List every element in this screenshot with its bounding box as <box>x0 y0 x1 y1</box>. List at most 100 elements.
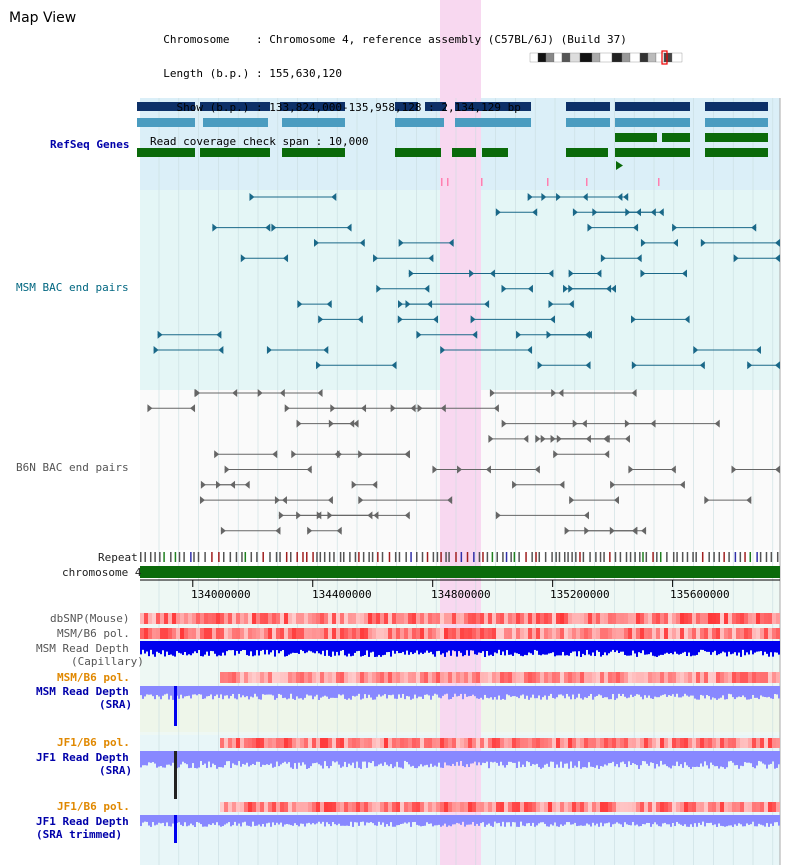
repeat-feature[interactable] <box>695 552 697 562</box>
gene-feature[interactable] <box>137 148 195 157</box>
selected-region-highlight[interactable] <box>440 0 481 865</box>
repeat-feature[interactable] <box>312 552 314 562</box>
repeat-feature[interactable] <box>269 552 271 562</box>
repeat-feature[interactable] <box>432 552 435 562</box>
repeat-feature[interactable] <box>589 552 591 562</box>
track-label-msm-b6-pol[interactable]: MSM/B6 pol. <box>57 627 130 640</box>
repeat-feature[interactable] <box>218 552 220 562</box>
repeat-feature[interactable] <box>204 552 206 562</box>
repeat-feature[interactable] <box>473 552 475 562</box>
repeat-feature[interactable] <box>262 552 264 562</box>
repeat-feature[interactable] <box>491 552 494 562</box>
repeat-feature[interactable] <box>448 552 450 562</box>
gene-feature[interactable] <box>137 102 195 111</box>
repeat-feature[interactable] <box>713 552 715 562</box>
repeat-feature[interactable] <box>478 552 481 562</box>
repeat-feature[interactable] <box>681 552 684 562</box>
gene-feature[interactable] <box>452 148 476 157</box>
repeat-feature[interactable] <box>144 552 146 562</box>
repeat-feature[interactable] <box>416 552 418 562</box>
repeat-feature[interactable] <box>211 552 213 562</box>
repeat-feature[interactable] <box>174 552 177 562</box>
gene-feature[interactable] <box>200 102 270 111</box>
repeat-feature[interactable] <box>306 552 308 562</box>
repeat-feature[interactable] <box>250 552 253 562</box>
repeat-feature[interactable] <box>222 552 225 562</box>
repeat-feature[interactable] <box>625 552 628 562</box>
track-label-msm-depth-sra[interactable]: MSM Read Depth <box>36 685 129 698</box>
repeat-feature[interactable] <box>645 552 648 562</box>
repeat-feature[interactable] <box>609 552 611 562</box>
repeat-feature[interactable] <box>765 552 768 562</box>
repeat-feature[interactable] <box>339 552 342 562</box>
repeat-feature[interactable] <box>496 552 498 562</box>
gene-feature[interactable] <box>566 148 608 157</box>
repeat-feature[interactable] <box>759 552 762 562</box>
repeat-feature[interactable] <box>739 552 742 562</box>
repeat-feature[interactable] <box>525 552 527 562</box>
track-label-jf1-b6-pol[interactable]: JF1/B6 pol. <box>57 736 130 749</box>
repeat-feature[interactable] <box>371 552 374 562</box>
repeat-feature[interactable] <box>421 552 424 562</box>
gene-feature[interactable] <box>705 148 768 157</box>
repeat-feature[interactable] <box>599 552 602 562</box>
repeat-feature[interactable] <box>776 552 779 562</box>
repeat-feature[interactable] <box>149 552 152 562</box>
gene-feature[interactable] <box>395 102 418 111</box>
repeat-feature[interactable] <box>582 552 585 562</box>
repeat-feature[interactable] <box>333 552 335 562</box>
repeat-feature[interactable] <box>178 552 181 562</box>
repeat-feature[interactable] <box>445 552 447 562</box>
repeat-feature[interactable] <box>296 552 298 562</box>
repeat-feature[interactable] <box>531 552 533 562</box>
gene-feature[interactable] <box>615 133 657 142</box>
repeat-feature[interactable] <box>482 552 484 562</box>
track-label-msm-depth-capillary[interactable]: MSM Read Depth <box>36 642 129 655</box>
gene-feature[interactable] <box>280 102 345 111</box>
repeat-feature[interactable] <box>358 552 360 562</box>
repeat-feature[interactable] <box>749 552 752 562</box>
repeat-feature[interactable] <box>328 552 331 562</box>
repeat-feature[interactable] <box>639 552 641 562</box>
repeat-feature[interactable] <box>398 552 401 562</box>
repeat-feature[interactable] <box>614 552 617 562</box>
repeat-feature[interactable] <box>343 552 345 562</box>
ideogram-position-marker[interactable] <box>661 50 668 65</box>
repeat-feature[interactable] <box>518 552 520 562</box>
gene-feature[interactable] <box>615 102 690 111</box>
gene-feature[interactable] <box>482 148 508 157</box>
track-label-dbsnp[interactable]: dbSNP(Mouse) <box>50 612 130 625</box>
repeat-feature[interactable] <box>410 552 412 562</box>
repeat-feature[interactable] <box>734 552 737 562</box>
gene-feature[interactable] <box>425 102 446 111</box>
repeat-feature[interactable] <box>555 552 557 562</box>
repeat-feature[interactable] <box>302 552 304 562</box>
repeat-feature[interactable] <box>603 552 605 562</box>
gene-feature[interactable] <box>200 148 270 157</box>
gene-feature[interactable] <box>395 118 444 127</box>
gene-feature[interactable] <box>137 118 195 127</box>
repeat-feature[interactable] <box>316 552 318 562</box>
repeat-feature[interactable] <box>197 552 200 562</box>
repeat-feature[interactable] <box>190 552 192 562</box>
repeat-feature[interactable] <box>558 552 561 562</box>
repeat-feature[interactable] <box>728 552 730 562</box>
gene-feature[interactable] <box>705 102 768 111</box>
gene-feature[interactable] <box>395 148 441 157</box>
repeat-feature[interactable] <box>466 552 469 562</box>
repeat-feature[interactable] <box>244 552 247 562</box>
repeat-feature[interactable] <box>575 552 577 562</box>
repeat-feature[interactable] <box>656 552 658 562</box>
repeat-feature[interactable] <box>193 552 195 562</box>
repeat-feature[interactable] <box>723 552 725 562</box>
repeat-feature[interactable] <box>770 552 773 562</box>
gene-feature[interactable] <box>615 118 690 127</box>
repeat-feature[interactable] <box>659 552 662 562</box>
gene-feature[interactable] <box>615 148 690 157</box>
repeat-feature[interactable] <box>634 552 636 562</box>
repeat-feature[interactable] <box>629 552 632 562</box>
repeat-feature[interactable] <box>486 552 489 562</box>
track-label-jf1-depth-trimmed[interactable]: JF1 Read Depth <box>36 815 129 828</box>
repeat-feature[interactable] <box>229 552 232 562</box>
repeat-feature[interactable] <box>183 552 185 562</box>
